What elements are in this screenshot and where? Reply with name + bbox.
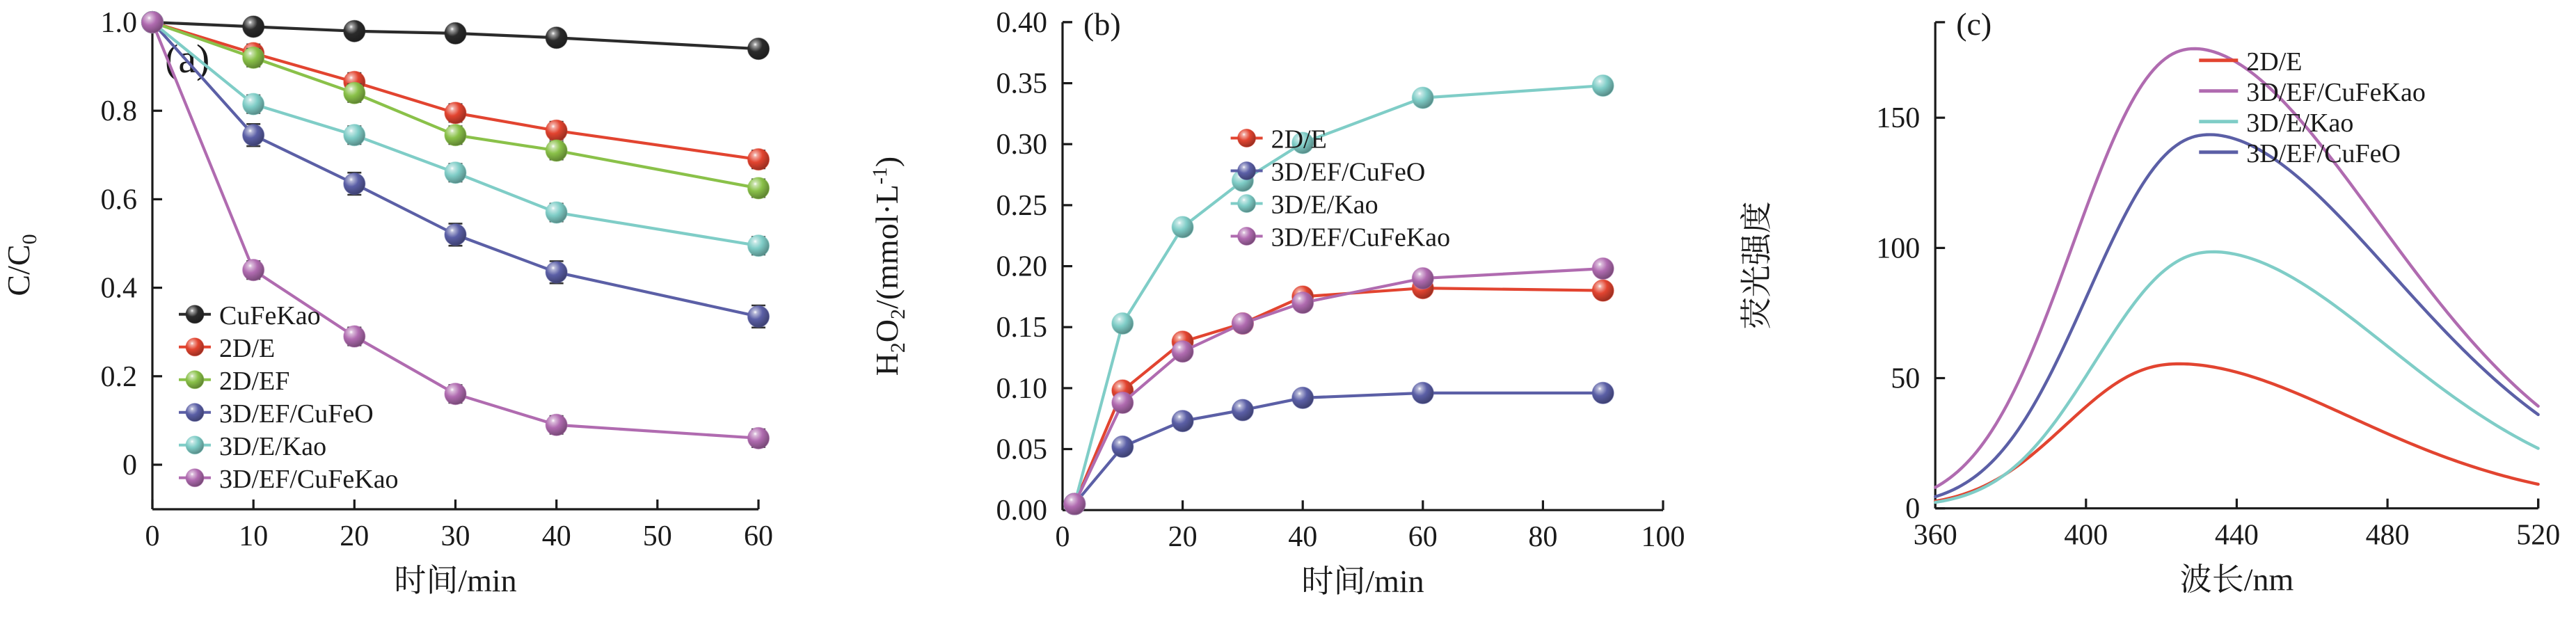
- svg-text:0.00: 0.00: [996, 495, 1048, 527]
- svg-text:3D/EF/CuFeKao: 3D/EF/CuFeKao: [2246, 78, 2426, 107]
- svg-text:440: 440: [2215, 520, 2259, 552]
- svg-text:波长/nm: 波长/nm: [2180, 562, 2294, 598]
- svg-text:360: 360: [1914, 520, 1957, 552]
- svg-text:150: 150: [1876, 102, 1920, 134]
- svg-text:0.10: 0.10: [996, 373, 1048, 405]
- svg-text:2D/E: 2D/E: [2246, 47, 2302, 77]
- svg-text:60: 60: [1408, 521, 1438, 553]
- svg-text:30: 30: [441, 520, 470, 552]
- svg-text:0.2: 0.2: [101, 361, 138, 393]
- svg-text:50: 50: [1891, 363, 1920, 395]
- svg-text:2D/EF: 2D/EF: [219, 367, 289, 396]
- svg-text:H2O2/(mmol·L-1): H2O2/(mmol·L-1): [870, 157, 909, 376]
- svg-text:0.05: 0.05: [996, 434, 1048, 466]
- svg-text:3D/EF/CuFeO: 3D/EF/CuFeO: [2246, 139, 2401, 168]
- svg-text:0.4: 0.4: [101, 273, 138, 305]
- svg-text:520: 520: [2516, 520, 2560, 552]
- svg-text:3D/EF/CuFeKao: 3D/EF/CuFeKao: [219, 465, 399, 494]
- svg-text:80: 80: [1528, 521, 1557, 553]
- svg-text:480: 480: [2366, 520, 2410, 552]
- svg-text:40: 40: [1288, 521, 1317, 553]
- svg-text:3D/E/Kao: 3D/E/Kao: [219, 432, 326, 461]
- svg-text:2D/E: 2D/E: [219, 334, 275, 363]
- svg-text:0.8: 0.8: [101, 95, 138, 127]
- svg-text:时间/min: 时间/min: [1301, 564, 1424, 599]
- svg-text:荧光强度: 荧光强度: [1740, 201, 1774, 329]
- svg-text:0.30: 0.30: [996, 129, 1048, 161]
- svg-text:3D/EF/CuFeO: 3D/EF/CuFeO: [1271, 158, 1426, 187]
- svg-text:3D/EF/CuFeKao: 3D/EF/CuFeKao: [1271, 223, 1451, 253]
- svg-text:(c): (c): [1956, 6, 1991, 42]
- svg-text:50: 50: [643, 520, 672, 552]
- svg-text:时间/min: 时间/min: [394, 563, 516, 598]
- svg-text:0: 0: [122, 449, 137, 481]
- svg-text:1.0: 1.0: [101, 7, 138, 39]
- svg-text:10: 10: [239, 520, 268, 552]
- svg-text:100: 100: [1876, 232, 1920, 264]
- svg-text:CuFeKao: CuFeKao: [219, 301, 321, 330]
- svg-text:3D/EF/CuFeO: 3D/EF/CuFeO: [219, 399, 374, 429]
- svg-text:0.25: 0.25: [996, 190, 1048, 222]
- svg-text:60: 60: [744, 520, 773, 552]
- svg-text:0.15: 0.15: [996, 312, 1048, 344]
- svg-text:0.20: 0.20: [996, 251, 1048, 283]
- svg-text:0: 0: [1056, 521, 1070, 553]
- svg-text:0.35: 0.35: [996, 68, 1048, 100]
- svg-text:3D/E/Kao: 3D/E/Kao: [1271, 191, 1378, 220]
- svg-text:3D/E/Kao: 3D/E/Kao: [2246, 109, 2353, 138]
- svg-text:0.40: 0.40: [996, 7, 1048, 39]
- svg-text:0.6: 0.6: [101, 184, 138, 216]
- svg-text:20: 20: [340, 520, 369, 552]
- svg-text:0: 0: [145, 520, 160, 552]
- svg-text:(b): (b): [1083, 6, 1121, 42]
- svg-text:C/C0: C/C0: [1, 234, 41, 296]
- svg-text:2D/E: 2D/E: [1271, 125, 1327, 154]
- svg-text:40: 40: [542, 520, 571, 552]
- svg-text:100: 100: [1641, 521, 1685, 553]
- svg-text:400: 400: [2064, 520, 2108, 552]
- svg-text:20: 20: [1168, 521, 1198, 553]
